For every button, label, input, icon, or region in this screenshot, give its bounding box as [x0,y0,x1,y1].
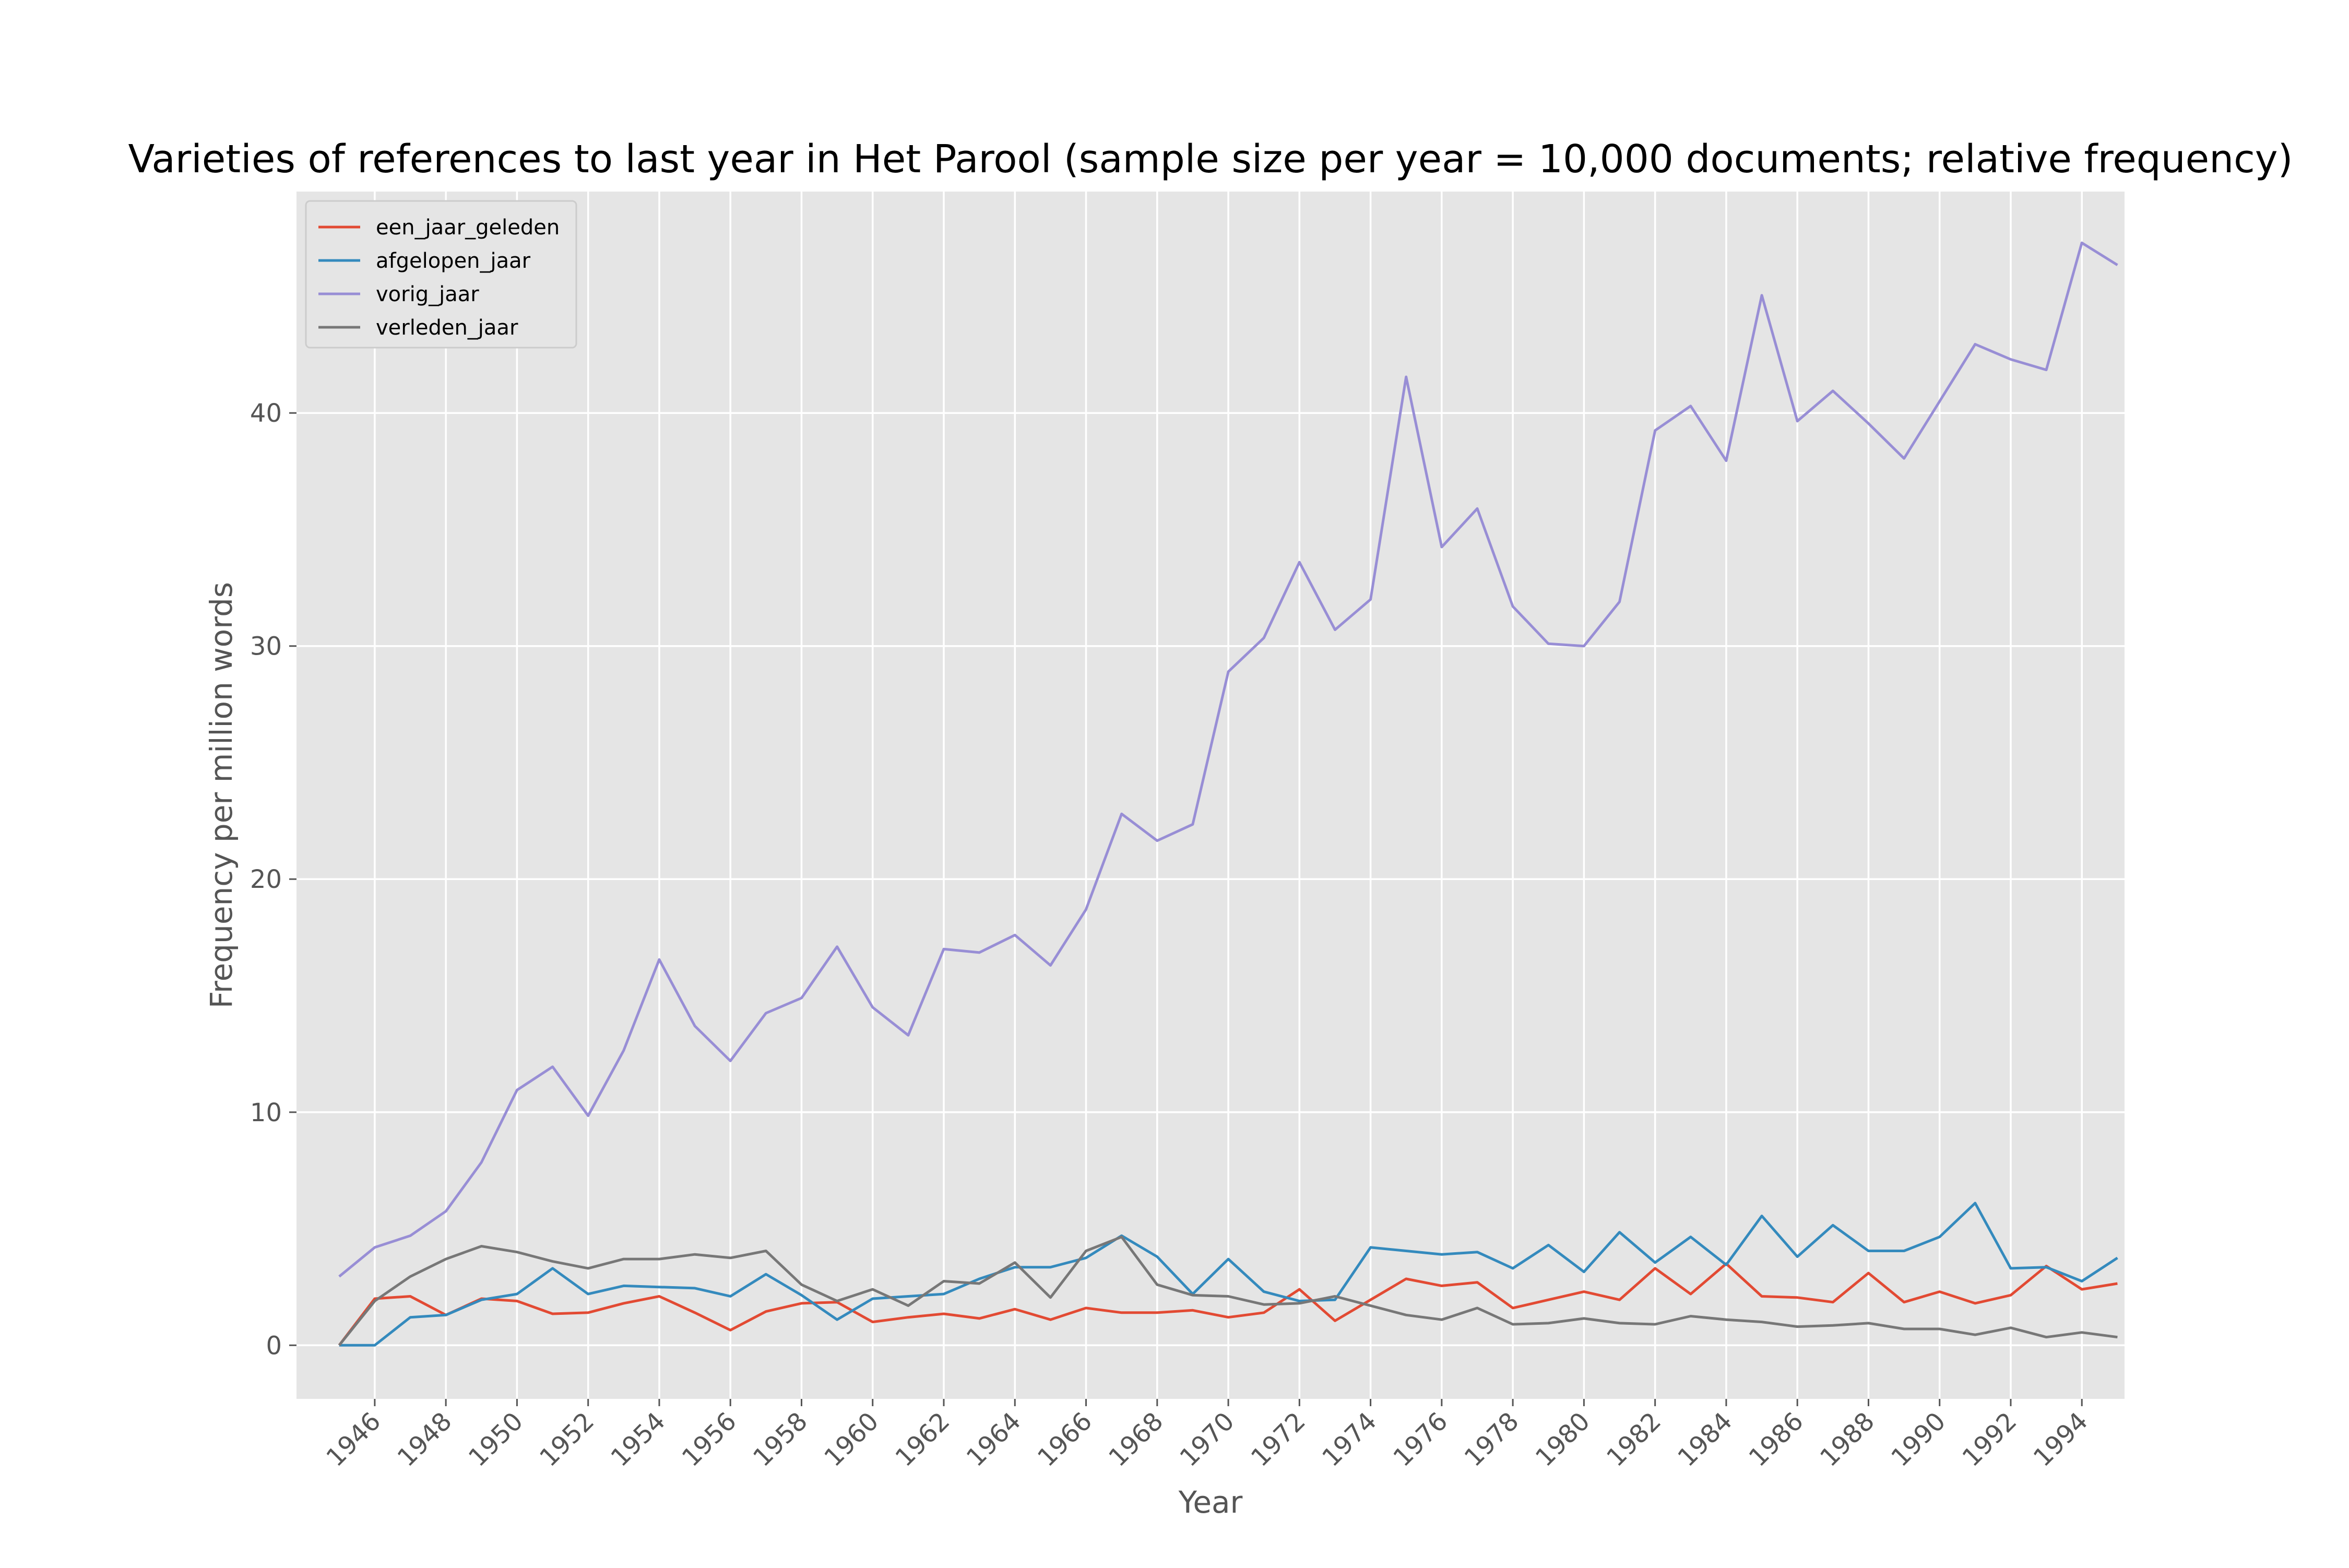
legend-label: vorig_jaar [376,282,479,306]
plot-area [296,192,2125,1399]
y-tick-label: 10 [250,1098,282,1127]
legend: een_jaar_geleden afgelopen_jaar vorig_jaar… [305,200,577,349]
x-axis-label: Year [1178,1484,1243,1520]
y-tick-label: 30 [250,632,282,661]
series-vorig_jaar [338,241,2118,1278]
legend-label: een_jaar_geleden [376,216,560,240]
y-tick-label: 40 [250,399,282,428]
legend-box [305,200,577,349]
chart-title: Varieties of references to last year in … [128,137,2293,182]
legend-label: afgelopen_jaar [376,249,531,273]
y-tick-label: 0 [266,1331,282,1360]
gridlines [296,192,2125,1399]
series-afgelopen_jaar [339,1202,2118,1347]
legend-label: verleden_jaar [376,316,518,340]
series-line [339,1202,2118,1347]
series-een_jaar_geleden [338,1262,2118,1346]
series-line [338,1236,2118,1346]
series-lines [338,241,2118,1347]
y-axis-label: Frequency per million words [204,582,239,1008]
y-tick-label: 20 [250,865,282,894]
series-line [338,1262,2118,1346]
series-verleden_jaar [338,1236,2118,1346]
series-line [338,241,2118,1278]
